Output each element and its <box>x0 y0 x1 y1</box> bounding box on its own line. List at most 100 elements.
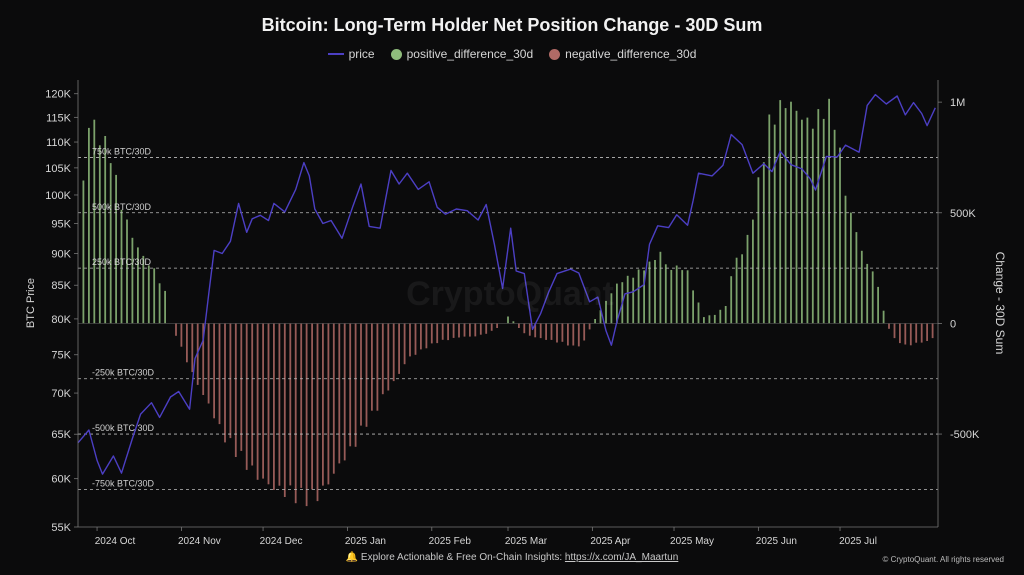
reference-lines-layer: 750k BTC/30D 500k BTC/30D 250k BTC/30D -250… <box>78 146 938 490</box>
negative-bar-46 <box>425 323 428 349</box>
watermark: CryptoQuant <box>406 275 614 313</box>
footer-link[interactable]: https://x.com/JA_Maartun <box>564 552 679 563</box>
negative-bar-61 <box>523 323 526 334</box>
negative-bar-74 <box>888 323 890 329</box>
negative-bar-71 <box>577 323 580 347</box>
x-tick-label-2: 2024 Dec <box>260 536 303 547</box>
left-tick-label-9: 75K <box>51 350 71 362</box>
reference-label-0: 750k BTC/30D <box>92 146 152 156</box>
negative-bar-49 <box>441 323 444 340</box>
positive-bar-18 <box>594 319 596 324</box>
price-line <box>77 93 936 475</box>
legend-item-positive[interactable]: positive_difference_30d <box>390 47 534 61</box>
negative-bar-73 <box>588 323 591 330</box>
negative-bar-79 <box>915 323 918 343</box>
positive-bar-21 <box>610 293 613 324</box>
negative-bar-23 <box>300 323 303 488</box>
legend-label-negative: negative_difference_30d <box>565 47 697 61</box>
x-tick-label-0: 2024 Oct <box>95 536 136 547</box>
negative-bar-33 <box>354 323 357 447</box>
axes-layer: 120K 115K 110K 105K 100K 95K 90K 85K 80K 75K 70K 65… <box>25 80 1007 547</box>
positive-bar-24 <box>626 275 629 324</box>
left-tick-label-11: 65K <box>51 429 71 441</box>
legend-item-price[interactable]: price <box>327 47 375 61</box>
negative-bar-1 <box>180 323 183 347</box>
right-axis-title: Change - 30D Sum <box>993 252 1007 355</box>
positive-bar-28 <box>648 261 651 324</box>
negative-bar-12 <box>240 323 243 451</box>
negative-bar-20 <box>283 323 286 497</box>
left-tick-label-2: 110K <box>46 137 72 149</box>
negative-bar-50 <box>447 323 449 341</box>
positive-bar-41 <box>719 309 722 324</box>
right-tick-label-0: 1M <box>950 97 965 109</box>
positive-bar-15 <box>164 290 166 324</box>
copyright: © CryptoQuant. All rights reserved <box>882 555 1005 564</box>
positive-bar-8 <box>126 219 128 324</box>
positive-bar-29 <box>654 260 656 324</box>
x-tick-label-4: 2025 Feb <box>429 536 472 547</box>
negative-bar-58 <box>490 323 493 331</box>
negative-bar-54 <box>469 323 471 337</box>
negative-bar-22 <box>294 323 297 504</box>
negative-bar-67 <box>556 323 558 343</box>
x-tick-label-7: 2025 May <box>670 536 714 547</box>
positive-bar-62 <box>833 129 836 324</box>
left-tick-label-8: 80K <box>51 314 71 326</box>
legend-item-negative[interactable]: negative_difference_30d <box>549 47 696 61</box>
negative-bar-13 <box>245 323 248 470</box>
bell-icon: 🔔 <box>345 552 359 563</box>
negative-bar-5 <box>202 323 205 395</box>
legend-label-positive: positive_difference_30d <box>406 47 534 61</box>
positive-bar-60 <box>822 118 825 324</box>
x-tick-label-8: 2025 Jun <box>756 536 797 547</box>
negative-bar-14 <box>251 323 254 466</box>
negative-bar-3 <box>191 323 194 373</box>
negative-bar-35 <box>365 323 368 427</box>
left-tick-label-6: 90K <box>51 248 71 260</box>
left-axis-title: BTC Price <box>25 278 37 328</box>
negative-bar-64 <box>539 323 542 339</box>
positive-bar-0 <box>82 180 85 324</box>
positive-bar-37 <box>697 302 700 324</box>
positive-bar-3 <box>98 145 101 324</box>
positive-bar-67 <box>860 250 863 324</box>
positive-bar-4 <box>104 136 107 324</box>
reference-label-5: -750k BTC/30D <box>92 478 155 488</box>
reference-label-4: -500k BTC/30D <box>92 423 155 433</box>
reference-label-2: 250k BTC/30D <box>92 257 152 267</box>
negative-bar-78 <box>909 323 912 346</box>
positive-bar-32 <box>670 270 673 324</box>
negative-bar-72 <box>583 323 586 341</box>
positive-bar-12 <box>147 265 150 324</box>
negative-bar-40 <box>392 323 395 382</box>
negative-bar-65 <box>545 323 547 340</box>
reference-label-1: 500k BTC/30D <box>92 202 152 212</box>
positive-bar-2 <box>93 119 96 324</box>
positive-bar-30 <box>659 251 662 324</box>
x-tick-label-5: 2025 Mar <box>505 536 548 547</box>
positive-bar-63 <box>839 147 841 324</box>
positive-bar-1 <box>88 127 90 324</box>
legend-label-price: price <box>348 47 375 61</box>
negative-bar-28 <box>327 323 330 485</box>
positive-bar-10 <box>137 247 139 324</box>
negative-bar-52 <box>458 323 460 338</box>
left-tick-label-3: 105K <box>45 163 71 175</box>
positive-bar-69 <box>871 271 874 324</box>
negative-bar-80 <box>920 323 923 343</box>
positive-bar-13 <box>153 268 156 324</box>
left-tick-label-0: 120K <box>45 89 71 101</box>
right-tick-label-1: 500K <box>950 208 976 220</box>
right-tick-label-3: -500K <box>950 429 980 441</box>
positive-bar-35 <box>686 270 689 324</box>
negative-bar-62 <box>528 323 531 336</box>
x-tick-label-6: 2025 Apr <box>590 536 631 547</box>
positive-bar-33 <box>675 265 678 324</box>
positive-bar-9 <box>131 237 134 324</box>
right-tick-label-2: 0 <box>950 318 956 330</box>
positive-bar-54 <box>790 101 792 324</box>
negative-bar-59 <box>496 323 498 328</box>
negative-bar-81 <box>926 323 928 341</box>
